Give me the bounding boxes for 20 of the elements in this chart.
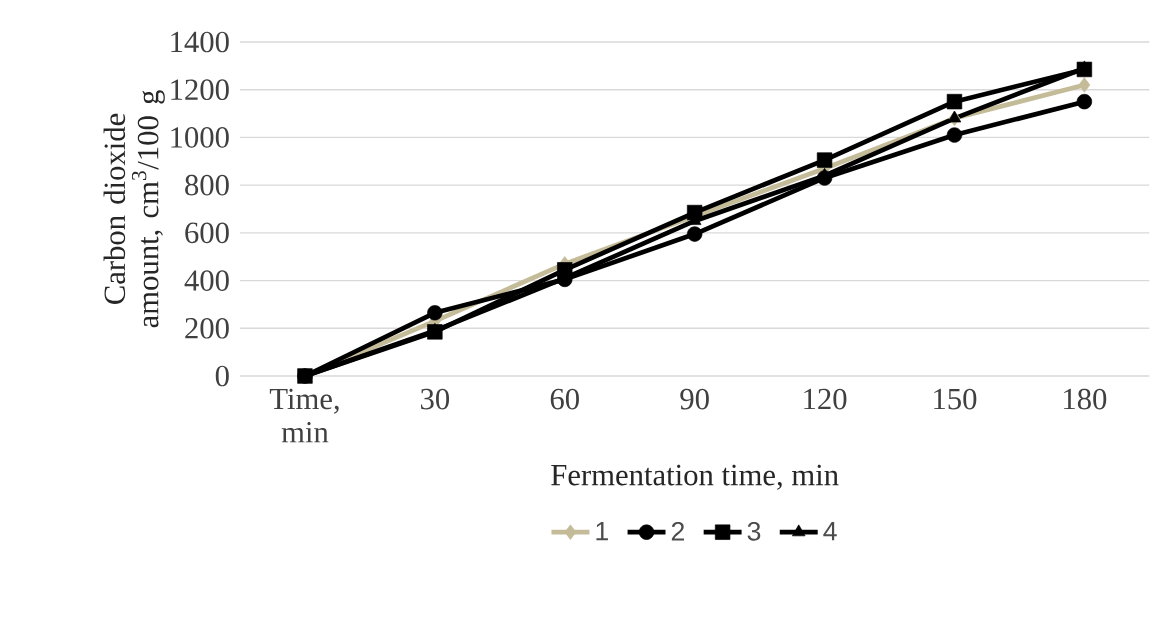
y-tick-label: 1400 — [171, 31, 229, 53]
y-tick-label: 800 — [185, 174, 229, 196]
y-tick-label: 400 — [184, 270, 229, 291]
y-tick-label: 200 — [185, 317, 229, 339]
y-tick-label: 0 — [215, 365, 229, 387]
x-tick-label: 30 — [420, 388, 450, 410]
legend-label: 2 — [671, 521, 684, 541]
y-tick-label: 1200 — [171, 79, 229, 101]
legend-label: 1 — [596, 522, 608, 541]
x-tick-label: 150 — [934, 388, 977, 410]
x-tick-label: 60 — [550, 388, 579, 410]
x-axis-title: Fermentation time, min — [551, 464, 839, 490]
y-tick-label: 600 — [185, 222, 229, 244]
x-tick-label: 120 — [804, 388, 847, 410]
legend-label: 4 — [823, 522, 837, 541]
x-tick-label: 180 — [1064, 388, 1107, 410]
x-tick-label: Time, min — [269, 388, 339, 443]
y-tick-label: 1000 — [171, 127, 229, 148]
x-tick-label: 90 — [680, 388, 709, 410]
legend-label: 3 — [747, 521, 761, 541]
